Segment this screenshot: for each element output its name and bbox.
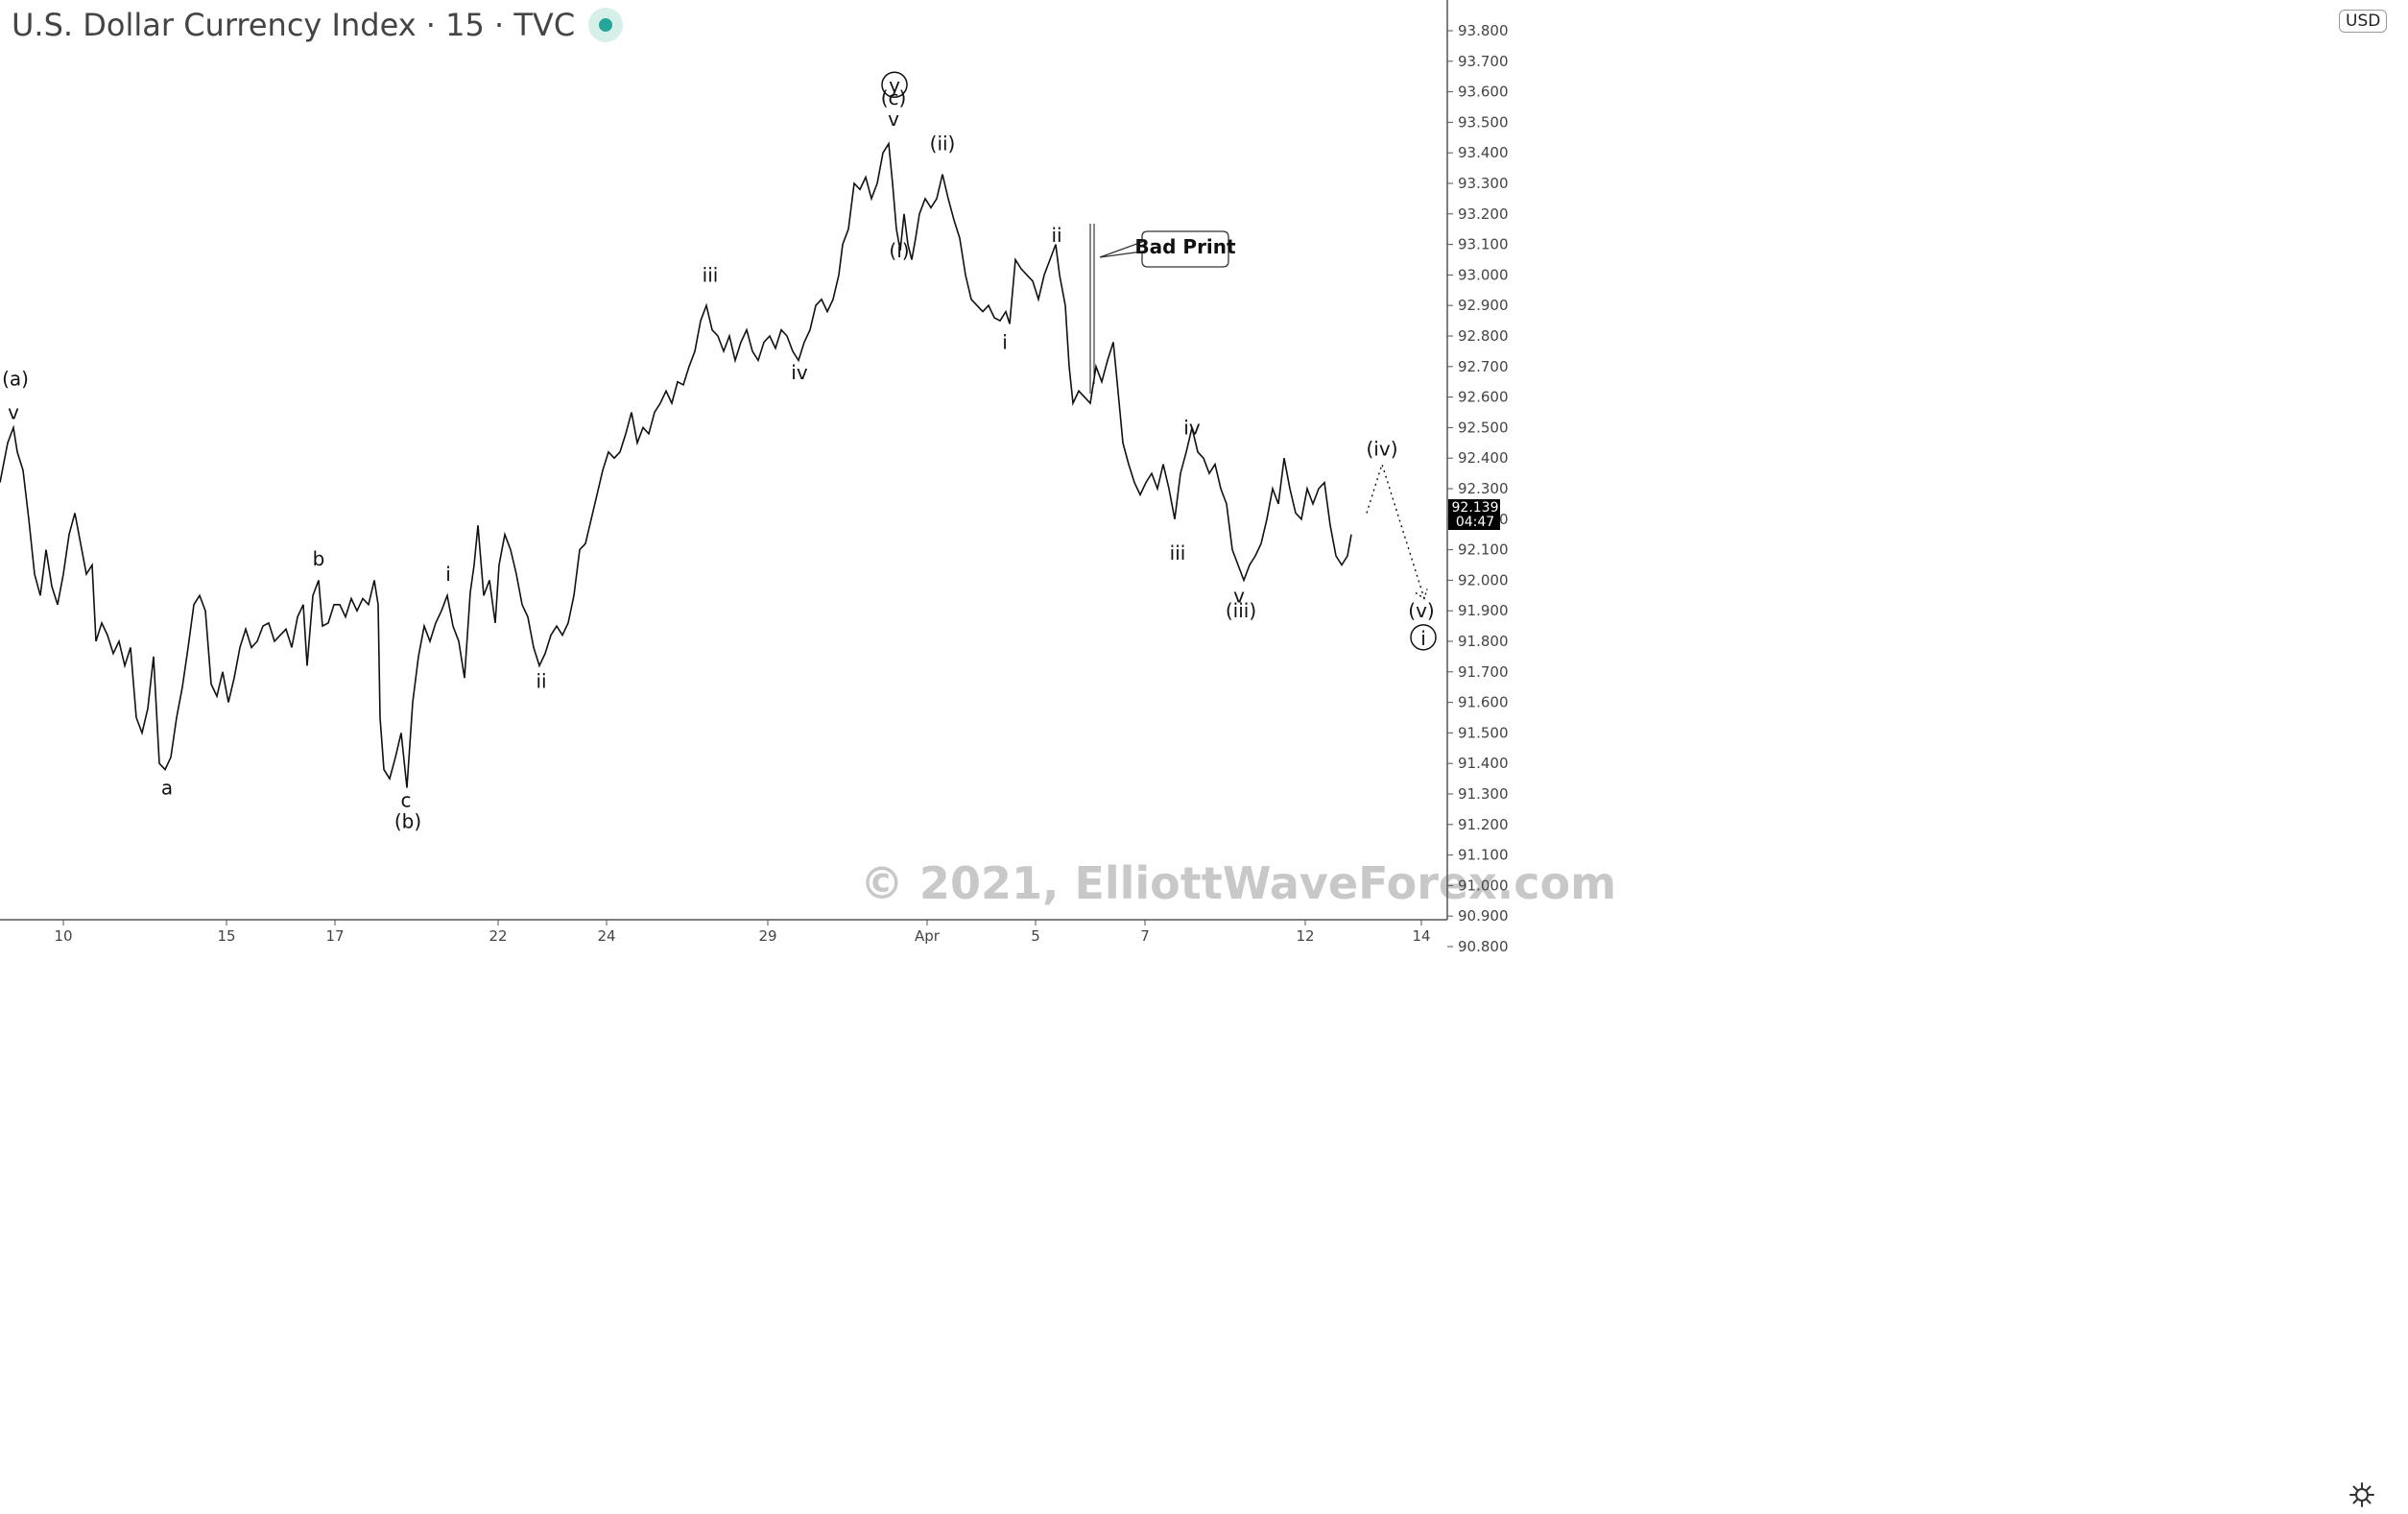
y-tick-label: 92.400 xyxy=(1458,449,1509,467)
wave-label: i xyxy=(445,563,451,586)
wave-label: (v) xyxy=(1408,599,1434,622)
time-axis[interactable]: 10 15 17 Apr 22 24 29 5 7 12 14 xyxy=(54,920,1431,945)
y-tick-label: 92.300 xyxy=(1458,480,1509,497)
bad-print-spikes xyxy=(1089,224,1095,394)
wave-label: iii xyxy=(1170,541,1186,565)
wave-label: v xyxy=(8,401,19,424)
wave-label-circle xyxy=(1410,624,1437,651)
y-tick-label: 92.500 xyxy=(1458,419,1509,436)
price-line xyxy=(0,141,1352,788)
x-tick-label: 24 xyxy=(597,927,615,945)
y-tick-label: 93.600 xyxy=(1458,84,1509,101)
bar-countdown: 04:47 xyxy=(1456,515,1494,530)
wave-label: (i) xyxy=(889,239,909,262)
y-tick-label: 91.900 xyxy=(1458,602,1509,619)
wave-label: (iv) xyxy=(1367,438,1398,461)
y-tick-label: 93.200 xyxy=(1458,205,1509,223)
wave-label: (iii) xyxy=(1226,599,1256,622)
wave-label: iv xyxy=(791,361,808,384)
y-tick-label: 93.400 xyxy=(1458,144,1509,161)
wave-label: (b) xyxy=(394,810,421,833)
y-tick-label: 92.600 xyxy=(1458,389,1509,406)
y-tick-label: 92.800 xyxy=(1458,327,1509,345)
last-price-tag: 92.139 04:47 xyxy=(1448,499,1500,530)
watermark: © 2021, ElliottWaveForex.com xyxy=(860,857,1616,909)
bad-print-callout: Bad Print xyxy=(1099,230,1236,268)
x-tick-label: 5 xyxy=(1031,927,1040,945)
y-tick-label: 93.000 xyxy=(1458,266,1509,283)
wave-label: v xyxy=(888,108,899,131)
y-tick-label: 91.100 xyxy=(1458,847,1509,864)
y-tick-label: 91.000 xyxy=(1458,877,1509,894)
bad-print-label: Bad Print xyxy=(1134,235,1236,258)
wave-label: v xyxy=(1233,584,1245,607)
x-tick-label: 7 xyxy=(1140,927,1150,945)
chart-header: U.S. Dollar Currency Index · 15 · TVC xyxy=(12,4,624,46)
x-tick-label: 12 xyxy=(1296,927,1314,945)
y-tick-label: 91.400 xyxy=(1458,755,1509,772)
price-axis[interactable]: 93.800 93.700 93.600 93.500 93.400 93.300 93.2… xyxy=(1447,22,1509,955)
y-tick-label: 90.800 xyxy=(1458,938,1509,955)
y-tick-label: 92.000 xyxy=(1458,571,1509,589)
wave-label: b xyxy=(313,547,325,570)
wave-label: ii xyxy=(1051,224,1061,247)
y-tick-label: 91.200 xyxy=(1458,816,1509,833)
projection-line xyxy=(1366,462,1425,599)
y-tick-label: 92.900 xyxy=(1458,297,1509,314)
gear-icon[interactable] xyxy=(2348,1480,2376,1509)
y-tick-label: 93.500 xyxy=(1458,113,1509,131)
wave-label: ii xyxy=(536,669,546,692)
y-tick-label: 91.800 xyxy=(1458,633,1509,650)
x-tick-label: 29 xyxy=(758,927,776,945)
x-tick-label: 15 xyxy=(217,927,235,945)
y-tick-label: 91.300 xyxy=(1458,785,1509,803)
wave-label: c xyxy=(401,788,412,811)
wave-label: (c) xyxy=(881,86,907,109)
y-tick-label: 92.700 xyxy=(1458,358,1509,375)
currency-label[interactable]: USD xyxy=(2339,10,2388,33)
x-tick-label: 22 xyxy=(489,927,507,945)
wave-label: a xyxy=(161,777,173,800)
x-tick-label: 10 xyxy=(54,927,72,945)
wave-label: i xyxy=(1002,330,1008,353)
wave-label: y xyxy=(889,74,900,97)
arrowhead-icon xyxy=(1415,589,1428,600)
wave-label: (a) xyxy=(2,368,29,391)
wave-label: (ii) xyxy=(930,132,956,156)
wave-label-circle xyxy=(881,71,908,98)
live-dot-icon[interactable] xyxy=(588,8,624,42)
y-tick-label: 93.700 xyxy=(1458,53,1509,70)
y-tick-label: 91.500 xyxy=(1458,724,1509,741)
x-tick-label: Apr xyxy=(915,927,941,945)
x-tick-label: 17 xyxy=(325,927,344,945)
wave-label: iii xyxy=(703,263,719,286)
wave-label: i xyxy=(1420,627,1426,650)
y-tick-label: 91.600 xyxy=(1458,694,1509,711)
y-tick-label: 90.900 xyxy=(1458,907,1509,925)
wave-label: iv xyxy=(1183,416,1201,439)
last-price-value: 92.139 xyxy=(1452,500,1499,516)
y-tick-label: 92.100 xyxy=(1458,541,1509,559)
x-tick-label: 14 xyxy=(1412,927,1430,945)
y-tick-label: 91.700 xyxy=(1458,663,1509,681)
y-tick-label: 93.800 xyxy=(1458,22,1509,39)
symbol-title: U.S. Dollar Currency Index · 15 · TVC xyxy=(12,7,576,43)
y-tick-label: 93.100 xyxy=(1458,236,1509,253)
y-tick-label: 93.300 xyxy=(1458,175,1509,192)
